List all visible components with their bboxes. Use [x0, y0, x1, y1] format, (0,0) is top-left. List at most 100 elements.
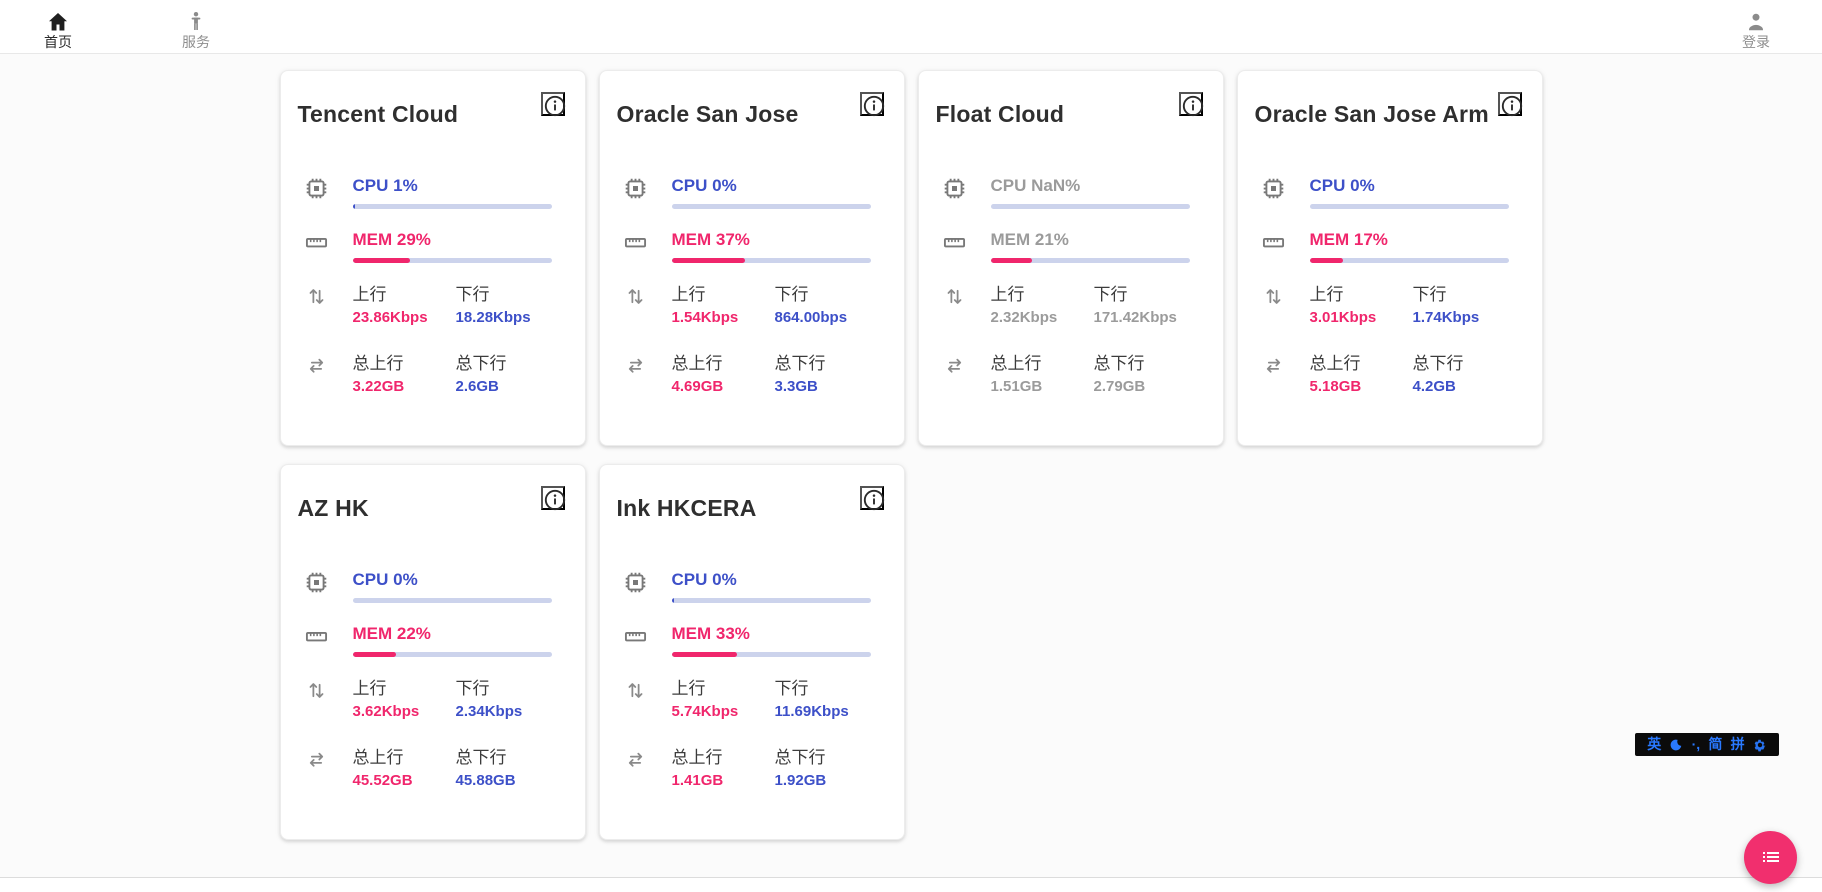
cpu-chip-icon [281, 570, 353, 603]
server-name: Ink HKCERA [616, 495, 757, 521]
info-icon[interactable] [1178, 92, 1203, 117]
moon-icon[interactable] [1669, 738, 1683, 752]
server-list-fab[interactable] [1744, 831, 1797, 884]
cpu-label: CPU 1% [352, 176, 418, 195]
swap-arrows-icon [1238, 353, 1310, 396]
nav-item-login[interactable]: 登录 [1732, 4, 1780, 50]
total-row: 总上行 1.41GB 总下行 1.92GB [600, 747, 904, 790]
cpu-chip-icon [600, 176, 672, 209]
server-stats: CPU 0% MEM 37% [600, 176, 904, 396]
download-label: 下行 [774, 679, 809, 698]
server-card: Tencent Cloud CPU 1% [279, 70, 586, 446]
total-row: 总上行 1.51GB 总下行 2.79GB [919, 353, 1223, 396]
swap-arrows-icon [281, 353, 353, 396]
upload-label: 上行 [352, 285, 387, 304]
info-icon[interactable] [859, 486, 884, 511]
total-download-value: 4.2GB [1412, 378, 1456, 395]
nav-item-services[interactable]: 服务 [172, 4, 220, 50]
total-upload-value: 5.18GB [1309, 378, 1362, 395]
upload-label: 上行 [671, 679, 706, 698]
up-down-arrows-icon [1238, 284, 1310, 327]
nav-left-group: 首页 服务 [0, 4, 220, 50]
top-nav: 首页 服务 登录 [0, 0, 1822, 54]
info-icon[interactable] [540, 486, 565, 511]
ruler-icon [281, 230, 353, 263]
total-upload-value: 1.51GB [990, 378, 1043, 395]
speed-row: 上行 3.01Kbps 下行 1.74Kbps [1238, 284, 1542, 327]
cpu-progress-bar [352, 204, 552, 209]
mem-progress-bar [990, 258, 1190, 263]
upload-speed: 2.32Kbps [990, 309, 1058, 326]
total-download-value: 45.88GB [455, 772, 516, 789]
footer-bar [0, 877, 1822, 892]
cpu-chip-icon [919, 176, 991, 209]
server-stats: CPU 0% MEM 33% [600, 570, 904, 790]
total-download-label: 总下行 [1093, 354, 1145, 373]
mem-row: MEM 22% [281, 624, 585, 657]
total-row: 总上行 5.18GB 总下行 4.2GB [1238, 353, 1542, 396]
server-stats: CPU NaN% MEM 21% [919, 176, 1223, 396]
total-upload-label: 总上行 [1309, 354, 1361, 373]
cpu-progress-bar [671, 204, 871, 209]
cpu-label: CPU 0% [671, 570, 737, 589]
up-down-arrows-icon [600, 284, 672, 327]
speed-row: 上行 1.54Kbps 下行 864.00bps [600, 284, 904, 327]
mem-label: MEM 37% [671, 230, 750, 249]
ime-pinyin-toggle[interactable]: 拼 [1730, 736, 1745, 752]
total-download-label: 总下行 [455, 748, 507, 767]
ruler-icon [1238, 230, 1310, 263]
ime-status-bar[interactable]: 英 ·, 简 拼 [1635, 733, 1779, 756]
speed-row: 上行 2.32Kbps 下行 171.42Kbps [919, 284, 1223, 327]
ime-english-toggle[interactable]: 英 [1647, 736, 1662, 752]
swap-arrows-icon [919, 353, 991, 396]
cpu-label: CPU 0% [671, 176, 737, 195]
ime-simplified-toggle[interactable]: 简 [1708, 736, 1723, 752]
nav-login-label: 登录 [1742, 34, 1770, 50]
download-speed: 864.00bps [774, 309, 848, 326]
total-row: 总上行 45.52GB 总下行 45.88GB [281, 747, 585, 790]
home-icon [46, 10, 70, 34]
cpu-progress-bar [352, 598, 552, 603]
server-name: Tencent Cloud [297, 101, 459, 127]
cpu-row: CPU NaN% [919, 176, 1223, 209]
nav-services-label: 服务 [182, 33, 210, 50]
server-name: Float Cloud [935, 101, 1065, 127]
upload-label: 上行 [990, 285, 1025, 304]
download-label: 下行 [455, 679, 490, 698]
server-card: Float Cloud CPU NaN% [917, 70, 1224, 446]
total-upload-label: 总上行 [671, 354, 723, 373]
cpu-label: CPU NaN% [990, 176, 1081, 195]
cpu-progress-bar [671, 598, 871, 603]
download-speed: 11.69Kbps [774, 703, 849, 720]
up-down-arrows-icon [281, 678, 353, 721]
upload-speed: 1.54Kbps [671, 309, 739, 326]
mem-label: MEM 22% [352, 624, 431, 643]
mem-label: MEM 29% [352, 230, 431, 249]
server-name: Oracle San Jose Arm [1254, 101, 1489, 127]
cpu-label: CPU 0% [352, 570, 418, 589]
total-download-label: 总下行 [774, 354, 826, 373]
mem-progress-bar [671, 258, 871, 263]
info-icon[interactable] [1497, 92, 1522, 117]
total-upload-value: 3.22GB [352, 378, 405, 395]
total-download-value: 2.6GB [455, 378, 499, 395]
ruler-icon [600, 230, 672, 263]
upload-speed: 3.62Kbps [352, 703, 420, 720]
total-row: 总上行 4.69GB 总下行 3.3GB [600, 353, 904, 396]
mem-label: MEM 21% [990, 230, 1069, 249]
server-card: Oracle San Jose Arm CPU 0% [1236, 70, 1543, 446]
ime-punctuation-toggle[interactable]: ·, [1691, 736, 1701, 752]
upload-speed: 5.74Kbps [671, 703, 739, 720]
gear-icon[interactable] [1753, 738, 1767, 752]
total-upload-value: 1.41GB [671, 772, 724, 789]
total-upload-label: 总上行 [352, 748, 404, 767]
cpu-label: CPU 0% [1309, 176, 1375, 195]
server-stats: CPU 0% MEM 22% [281, 570, 585, 790]
info-icon[interactable] [540, 92, 565, 117]
info-icon[interactable] [859, 92, 884, 117]
upload-label: 上行 [352, 679, 387, 698]
total-row: 总上行 3.22GB 总下行 2.6GB [281, 353, 585, 396]
nav-item-home[interactable]: 首页 [34, 4, 82, 50]
mem-progress-bar [352, 652, 552, 657]
mem-row: MEM 33% [600, 624, 904, 657]
